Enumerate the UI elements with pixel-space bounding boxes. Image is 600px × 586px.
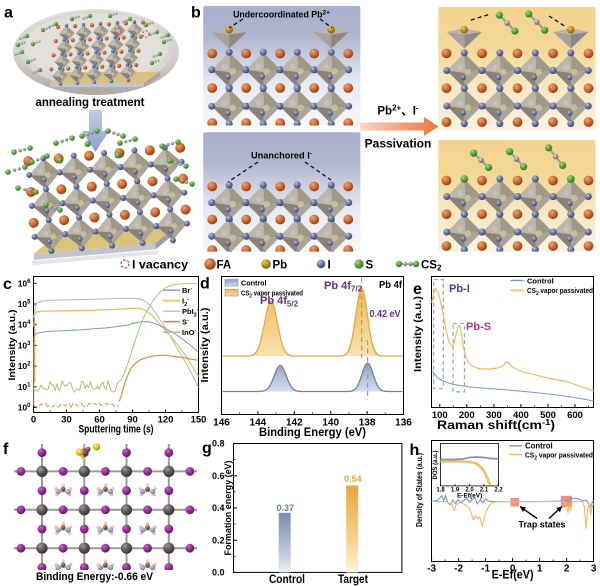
svg-text:Intensity (a.u.): Intensity (a.u.) — [7, 310, 18, 381]
svg-text:FA: FA — [217, 260, 232, 272]
svg-text:0: 0 — [510, 563, 516, 574]
svg-text:0.37: 0.37 — [277, 503, 295, 513]
svg-text:0.42 eV: 0.42 eV — [370, 309, 401, 320]
svg-text:annealing treatment: annealing treatment — [36, 97, 145, 109]
svg-text:101: 101 — [18, 382, 31, 392]
svg-text:140: 140 — [322, 418, 339, 429]
svg-text:Control: Control — [269, 574, 305, 586]
svg-text:90: 90 — [127, 415, 138, 426]
svg-text:600: 600 — [567, 410, 583, 421]
svg-text:Control: Control — [525, 442, 553, 451]
svg-text:Unanchored I-: Unanchored I- — [251, 151, 312, 161]
svg-text:E-Ef(eV): E-Ef(eV) — [457, 492, 482, 499]
svg-text:144: 144 — [250, 418, 267, 429]
svg-text:f: f — [3, 441, 9, 458]
svg-text:102: 102 — [18, 361, 31, 371]
svg-text:Pb 4f: Pb 4f — [379, 279, 402, 291]
svg-text:1: 1 — [537, 563, 543, 574]
svg-text:150: 150 — [191, 415, 207, 426]
svg-text:Target: Target — [338, 574, 368, 586]
svg-text:c: c — [3, 276, 12, 293]
svg-text:400: 400 — [513, 410, 529, 421]
svg-text:100: 100 — [18, 403, 31, 413]
svg-text:b: b — [191, 5, 201, 22]
svg-text:I2-: I2- — [182, 297, 189, 309]
svg-text:Intensity (a.u.): Intensity (a.u.) — [200, 308, 211, 383]
svg-text:Trap states: Trap states — [519, 520, 566, 531]
svg-text:CS2 vapor passivated: CS2 vapor passivated — [525, 450, 593, 461]
svg-text:142: 142 — [286, 418, 303, 429]
svg-text:Formation energy (eV): Formation energy (eV) — [223, 461, 234, 556]
svg-text:0.6: 0.6 — [212, 471, 225, 481]
svg-text:500: 500 — [540, 410, 556, 421]
svg-text:0.4: 0.4 — [212, 503, 225, 513]
svg-text:S-: S- — [182, 318, 189, 327]
svg-text:Pb2+、I-: Pb2+、I- — [377, 104, 419, 118]
svg-text:I: I — [328, 260, 331, 272]
svg-text:300: 300 — [486, 410, 502, 421]
svg-text:g: g — [202, 440, 212, 457]
svg-text:InO-: InO- — [182, 328, 197, 337]
svg-text:PbI3-: PbI3- — [182, 307, 199, 319]
svg-text:0.2: 0.2 — [212, 535, 225, 545]
svg-text:Pb-I: Pb-I — [449, 283, 470, 295]
svg-text:Control: Control — [527, 277, 554, 286]
svg-text:Intensity (a.u.): Intensity (a.u.) — [413, 296, 424, 372]
svg-text:Density of States (a.u.): Density of States (a.u.) — [414, 453, 424, 527]
svg-text:-1: -1 — [481, 563, 490, 574]
svg-text:CS2: CS2 — [421, 260, 442, 273]
svg-text:120: 120 — [158, 415, 174, 426]
svg-text:e: e — [413, 281, 422, 298]
svg-text:60: 60 — [94, 415, 105, 426]
svg-text:0: 0 — [31, 415, 36, 426]
svg-text:100: 100 — [432, 410, 448, 421]
svg-text:1.8: 1.8 — [436, 488, 445, 494]
svg-text:0.8: 0.8 — [212, 439, 225, 449]
svg-text:Binding Energy (eV): Binding Energy (eV) — [259, 425, 366, 439]
svg-text:30: 30 — [61, 415, 72, 426]
svg-text:2: 2 — [564, 563, 570, 574]
svg-text:I vacancy: I vacancy — [132, 258, 188, 272]
svg-text:Pb: Pb — [273, 260, 288, 272]
svg-text:105: 105 — [18, 299, 31, 309]
svg-text:200: 200 — [459, 410, 475, 421]
svg-text:Pb-S: Pb-S — [466, 321, 491, 333]
svg-text:Binding Energy:-0.66 eV: Binding Energy:-0.66 eV — [36, 571, 154, 583]
svg-text:138: 138 — [359, 418, 376, 429]
svg-text:Sputtering time (s): Sputtering time (s) — [79, 424, 154, 436]
svg-text:CS2 vapor passivated: CS2 vapor passivated — [241, 289, 303, 300]
svg-text:2.2: 2.2 — [494, 488, 503, 494]
svg-text:S: S — [366, 260, 374, 272]
svg-text:-3: -3 — [427, 563, 436, 574]
svg-text:CS2 vapor passivated: CS2 vapor passivated — [527, 286, 593, 297]
svg-text:E-Ef(eV): E-Ef(eV) — [492, 570, 534, 582]
svg-text:106: 106 — [18, 278, 31, 288]
svg-text:3: 3 — [591, 563, 597, 574]
svg-text:2.0: 2.0 — [465, 488, 474, 494]
svg-text:Undercoordinated Pb2+: Undercoordinated Pb2+ — [233, 10, 330, 20]
svg-text:0.0: 0.0 — [212, 568, 225, 578]
svg-text:0.54: 0.54 — [344, 474, 362, 484]
svg-text:Passivation: Passivation — [365, 137, 432, 151]
svg-text:a: a — [4, 5, 13, 22]
svg-text:Raman shift(cm-1): Raman shift(cm -1) — [437, 418, 555, 432]
svg-text:104: 104 — [18, 320, 31, 330]
svg-text:2.1: 2.1 — [480, 488, 489, 494]
svg-text:Br-: Br- — [182, 286, 192, 295]
svg-text:146: 146 — [213, 418, 230, 429]
svg-text:103: 103 — [18, 340, 31, 350]
svg-text:h: h — [410, 442, 420, 459]
svg-text:1.9: 1.9 — [451, 488, 460, 494]
svg-text:d: d — [200, 276, 210, 293]
svg-text:-2: -2 — [454, 563, 463, 574]
svg-text:136: 136 — [395, 418, 412, 429]
svg-text:DOS (a.u.): DOS (a.u.) — [433, 450, 439, 479]
svg-text:Control: Control — [241, 279, 267, 288]
